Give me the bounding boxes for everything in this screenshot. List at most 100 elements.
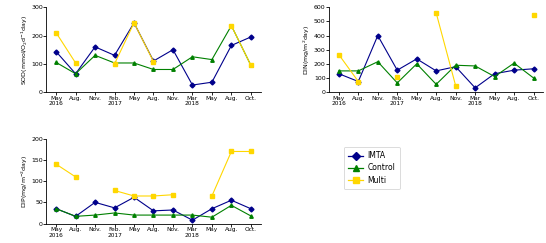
Control (92, 54, 98, 57)
Control (511, 62, 518, 65)
IMTA (150, 209, 157, 212)
Control (53, 207, 60, 210)
Control (111, 61, 118, 64)
IMTA (72, 215, 79, 218)
Control (170, 214, 176, 217)
Line: IMTA: IMTA (55, 21, 253, 87)
IMTA (53, 207, 60, 210)
IMTA (355, 80, 361, 83)
IMTA (375, 34, 381, 37)
Multi (247, 150, 254, 153)
IMTA (433, 69, 440, 72)
Multi (228, 24, 235, 27)
IMTA (170, 48, 176, 51)
Control (189, 55, 195, 58)
IMTA (394, 69, 401, 72)
Control (72, 72, 79, 75)
Control (413, 62, 420, 65)
Control (247, 215, 254, 217)
Control (433, 83, 440, 86)
IMTA (92, 201, 98, 204)
Control (355, 69, 361, 72)
Line: IMTA: IMTA (337, 34, 535, 90)
IMTA (511, 69, 518, 72)
Line: Control: Control (337, 60, 535, 86)
Control (247, 64, 254, 67)
IMTA (111, 206, 118, 209)
IMTA (189, 84, 195, 87)
IMTA (72, 72, 79, 75)
Control (53, 61, 60, 64)
Multi (247, 64, 254, 67)
IMTA (130, 21, 137, 24)
Line: Multi: Multi (210, 150, 253, 198)
Control (111, 211, 118, 214)
Multi (209, 195, 215, 198)
IMTA (209, 207, 215, 210)
Control (150, 68, 157, 71)
Y-axis label: DIP(mg/m$^{-2}$day): DIP(mg/m$^{-2}$day) (20, 155, 30, 208)
Multi (336, 53, 342, 56)
Line: IMTA: IMTA (55, 196, 253, 222)
Line: Multi: Multi (113, 21, 155, 66)
IMTA (92, 45, 98, 48)
IMTA (209, 81, 215, 84)
Control (209, 216, 215, 219)
Multi (150, 60, 157, 63)
Control (472, 64, 478, 67)
Multi (111, 62, 118, 65)
Control (228, 24, 235, 27)
Multi (111, 189, 118, 192)
Multi (72, 175, 79, 178)
IMTA (228, 44, 235, 47)
IMTA (472, 87, 478, 89)
IMTA (53, 50, 60, 53)
Multi (53, 31, 60, 34)
IMTA (453, 65, 459, 68)
Line: Multi: Multi (337, 53, 360, 83)
IMTA (150, 60, 157, 62)
IMTA (130, 196, 137, 199)
Line: Control: Control (55, 24, 253, 76)
Multi (130, 195, 137, 198)
Multi (150, 195, 157, 198)
Multi (228, 150, 235, 153)
Control (170, 68, 176, 71)
IMTA (189, 219, 195, 222)
Multi (53, 163, 60, 166)
Line: Multi: Multi (55, 163, 78, 179)
IMTA (336, 72, 342, 75)
Control (130, 214, 137, 217)
Multi (355, 80, 361, 83)
Control (453, 64, 459, 67)
IMTA (111, 54, 118, 57)
IMTA (413, 57, 420, 60)
Control (530, 77, 537, 79)
Control (336, 69, 342, 72)
IMTA (491, 72, 498, 75)
Control (130, 61, 137, 64)
Multi (130, 21, 137, 24)
Line: Multi: Multi (230, 24, 253, 67)
Line: Multi: Multi (55, 31, 78, 65)
Control (228, 204, 235, 207)
Control (209, 58, 215, 61)
Control (189, 214, 195, 217)
Multi (72, 61, 79, 64)
Control (150, 214, 157, 217)
IMTA (228, 199, 235, 202)
Control (72, 215, 79, 218)
Control (92, 214, 98, 217)
Y-axis label: DIN(mg/m$^{2}$day): DIN(mg/m$^{2}$day) (302, 25, 312, 75)
IMTA (170, 208, 176, 211)
Line: Control: Control (55, 204, 253, 219)
Y-axis label: SOD(mmol/O$_2$d$^{-1}$day): SOD(mmol/O$_2$d$^{-1}$day) (20, 15, 30, 85)
IMTA (530, 67, 537, 70)
Legend: IMTA, Control, Multi: IMTA, Control, Multi (343, 147, 400, 189)
Control (491, 75, 498, 78)
Multi (170, 193, 176, 196)
Control (394, 81, 401, 84)
IMTA (247, 207, 254, 210)
IMTA (247, 35, 254, 38)
Control (375, 60, 381, 63)
